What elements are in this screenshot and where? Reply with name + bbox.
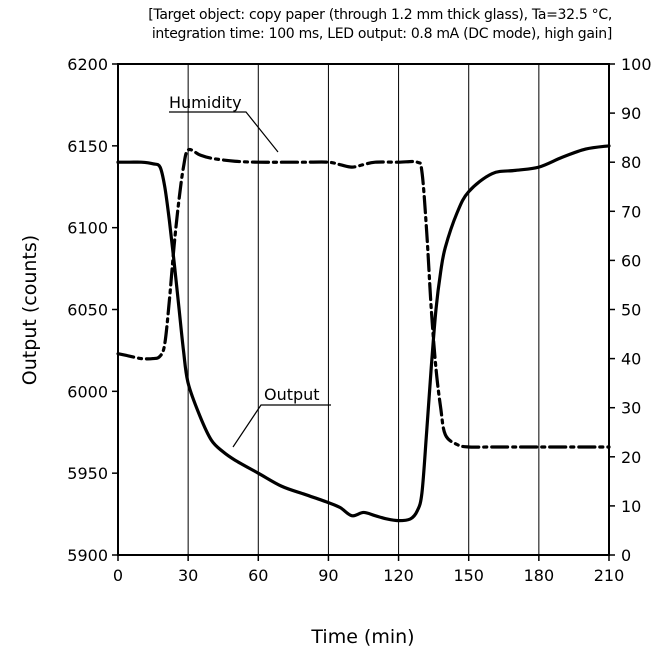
y2-tick-label-90: 90 bbox=[621, 104, 641, 123]
y-tick-label-5950: 5950 bbox=[67, 464, 108, 483]
x-tick-label-180: 180 bbox=[524, 566, 555, 585]
x-tick-label-60: 60 bbox=[248, 566, 268, 585]
x-tick-label-90: 90 bbox=[318, 566, 338, 585]
y-tick-label-6050: 6050 bbox=[67, 301, 108, 320]
x-tick-label-210: 210 bbox=[594, 566, 625, 585]
y2-tick-label-30: 30 bbox=[621, 399, 641, 418]
y-tick-label-5900: 5900 bbox=[67, 546, 108, 565]
y2-tick-label-70: 70 bbox=[621, 202, 641, 221]
y2-tick-label-80: 80 bbox=[621, 153, 641, 172]
y-tick-label-6100: 6100 bbox=[67, 219, 108, 238]
grid-layer bbox=[187, 64, 540, 555]
y-tick-label-6150: 6150 bbox=[67, 137, 108, 156]
tick-labels-layer: 0 30 60 90 120 150 180 210590059506000605061006… bbox=[67, 55, 651, 585]
series-layer bbox=[116, 144, 611, 523]
y-tick-label-6000: 6000 bbox=[67, 382, 108, 401]
y2-tick-label-10: 10 bbox=[621, 497, 641, 516]
x-axis-title: Time (min) bbox=[310, 626, 414, 648]
humidity-annotation-leader bbox=[169, 111, 279, 153]
ticks-layer bbox=[112, 63, 615, 561]
y-tick-label-6200: 6200 bbox=[67, 55, 108, 74]
y2-tick-label-40: 40 bbox=[621, 350, 641, 369]
y2-tick-label-60: 60 bbox=[621, 251, 641, 270]
y2-tick-label-50: 50 bbox=[621, 301, 641, 320]
chart-subtitle-line-1: [Target object: copy paper (through 1.2 … bbox=[148, 7, 612, 23]
x-tick-label-30: 30 bbox=[178, 566, 198, 585]
output-annotation-label: Output bbox=[264, 385, 320, 404]
plot-frame bbox=[117, 63, 610, 556]
y-axis-title: Output (counts) bbox=[19, 235, 41, 385]
x-tick-label-0: 0 bbox=[113, 566, 123, 585]
x-tick-label-150: 150 bbox=[453, 566, 484, 585]
output-annotation-leader bbox=[232, 404, 331, 448]
y2-tick-label-20: 20 bbox=[621, 448, 641, 467]
humidity-annotation-label: Humidity bbox=[169, 93, 242, 112]
y2-tick-label-0: 0 bbox=[621, 546, 631, 565]
chart-subtitle-line-2: integration time: 100 ms, LED output: 0.… bbox=[151, 26, 612, 42]
annotation-layer: Humidity Output bbox=[169, 93, 331, 448]
series-line-output bbox=[116, 144, 611, 523]
series-line-humidity bbox=[116, 147, 611, 449]
x-tick-label-120: 120 bbox=[383, 566, 414, 585]
y2-tick-label-100: 100 bbox=[621, 55, 652, 74]
